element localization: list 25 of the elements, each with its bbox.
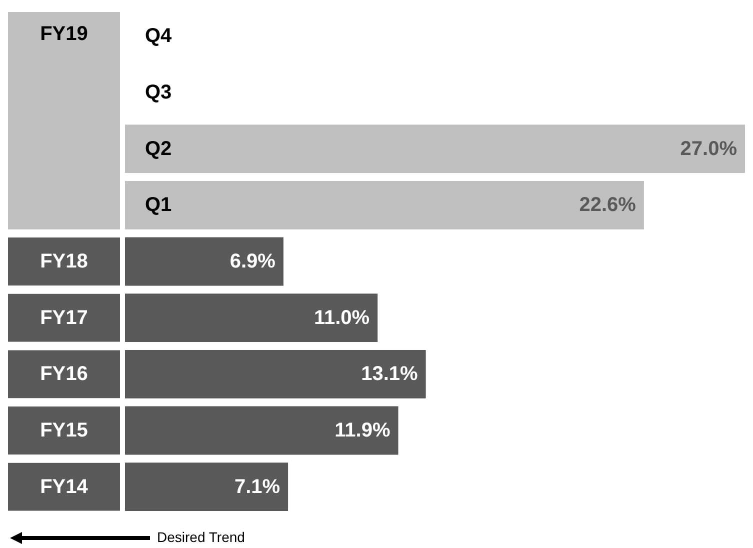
data-label: 7.1% bbox=[234, 476, 280, 498]
bar bbox=[125, 406, 398, 455]
bar bbox=[125, 462, 288, 512]
y-tick-label: FY18 bbox=[40, 250, 88, 272]
y-tick-label: Q4 bbox=[145, 25, 173, 48]
text: FY19 bbox=[40, 22, 88, 45]
data-label: 22.6% bbox=[579, 194, 636, 216]
bar bbox=[125, 124, 745, 174]
y-tick-label: FY16 bbox=[40, 363, 88, 386]
data-label: 27.0% bbox=[680, 138, 738, 160]
y-tick-label: FY17 bbox=[40, 306, 88, 329]
data-label: 13.1% bbox=[361, 363, 418, 386]
bar bbox=[125, 350, 426, 398]
bar bbox=[125, 294, 378, 342]
y-tick-label: FY14 bbox=[40, 476, 89, 498]
text: Desired Trend bbox=[157, 529, 245, 545]
y-tick-label: Q1 bbox=[145, 194, 172, 216]
bar bbox=[125, 237, 284, 286]
y-tick-label: Q3 bbox=[145, 82, 172, 104]
data-label: 11.0% bbox=[314, 306, 370, 329]
data-label: 6.9% bbox=[230, 250, 276, 272]
bar bbox=[125, 180, 644, 230]
y-tick-label: FY15 bbox=[40, 420, 88, 442]
y-tick-label: Q2 bbox=[145, 138, 172, 160]
data-label: 11.9% bbox=[334, 420, 390, 442]
